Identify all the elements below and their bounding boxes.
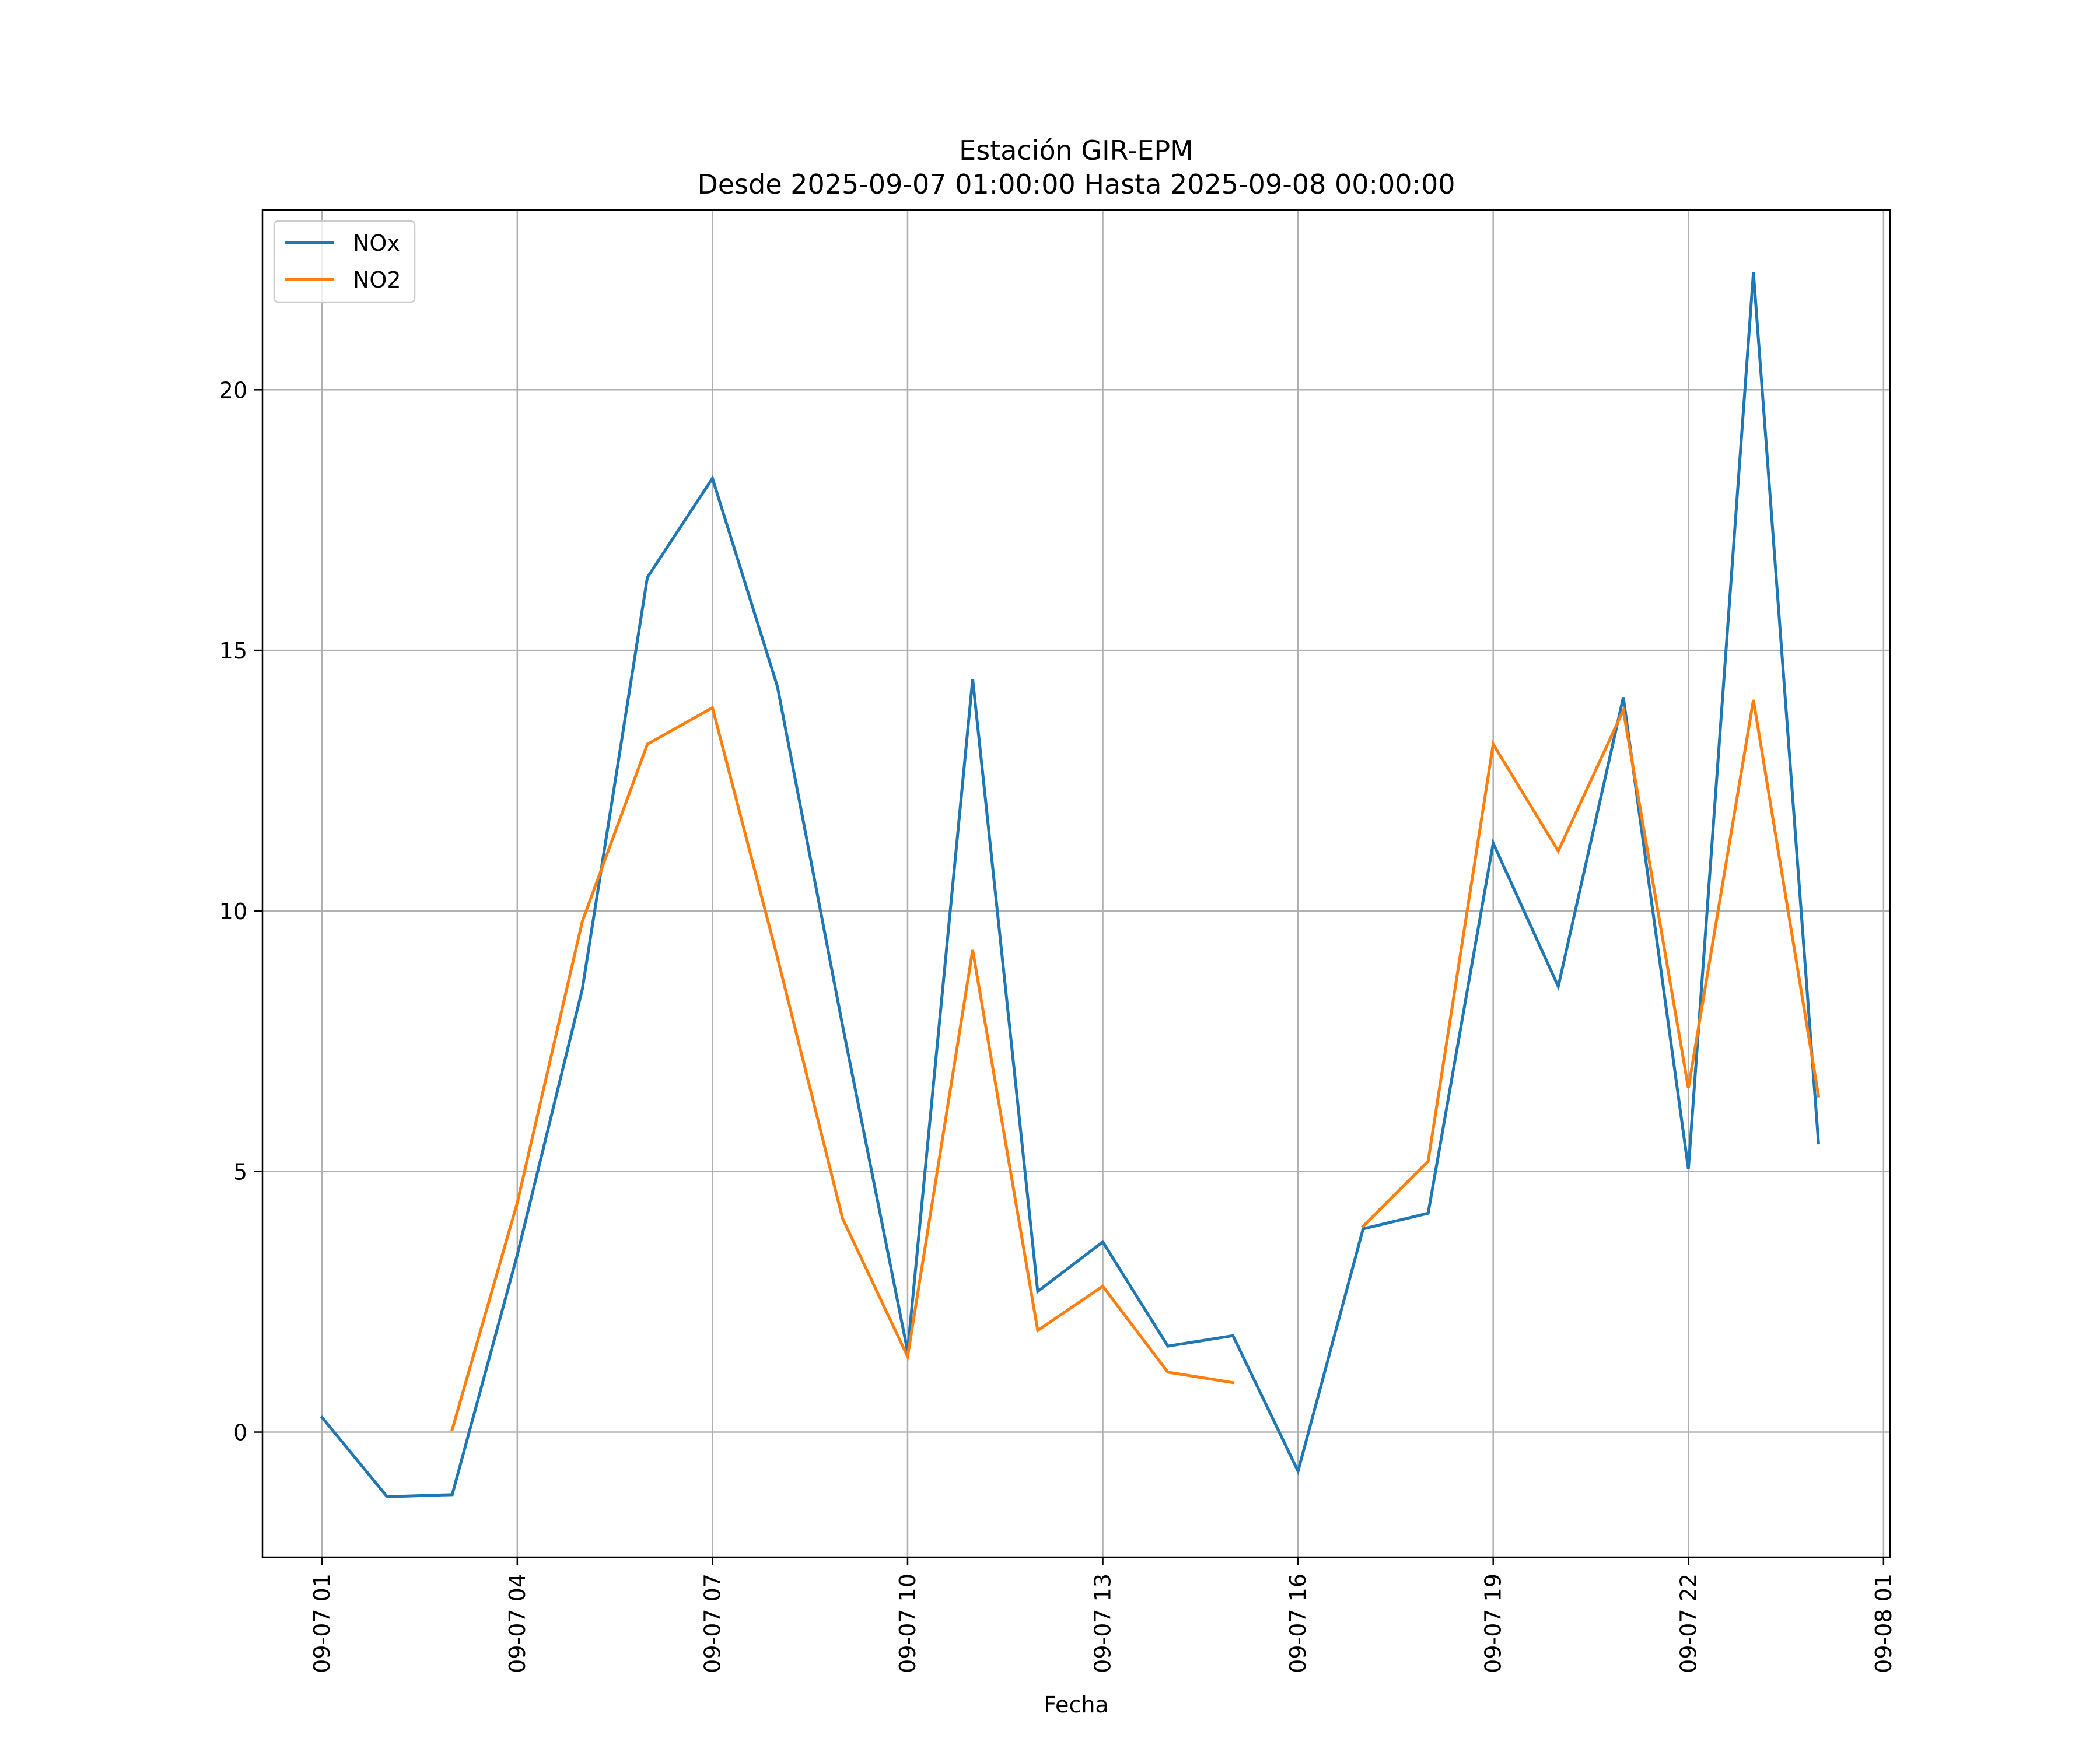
- y-tick-label: 15: [219, 638, 247, 664]
- plot-background: [262, 210, 1890, 1557]
- y-tick-label: 10: [219, 899, 247, 924]
- series-no2: [450, 699, 1821, 1432]
- series-line-no2: [1361, 699, 1821, 1229]
- series-line-no2: [450, 705, 1235, 1432]
- x-tick-label: 09-08 01: [1871, 1574, 1896, 1673]
- y-axis-ticks: 0 5 10 15 20: [219, 377, 262, 1446]
- x-tick-label: 09-07 22: [1675, 1574, 1701, 1673]
- chart-title: Estación GIR-EPM: [959, 135, 1194, 166]
- legend: NOx NO2: [273, 220, 416, 303]
- y-tick-label: 20: [219, 377, 247, 403]
- series-lines: [320, 272, 1821, 1498]
- x-tick-label: 09-07 04: [505, 1574, 530, 1673]
- chart-subtitle: Desde 2025-09-07 01:00:00 Hasta 2025-09-…: [697, 169, 1455, 200]
- x-tick-label: 09-07 07: [699, 1574, 725, 1673]
- legend-label-no2: NO2: [353, 267, 401, 293]
- y-tick-label: 0: [233, 1420, 247, 1446]
- series-nox: [320, 272, 1820, 1498]
- x-tick-label: 09-07 16: [1285, 1574, 1311, 1673]
- x-axis-ticks: 09-07 01 09-07 04 09-07 07 09-07 10 09-07 13…: [309, 1557, 1896, 1673]
- x-tick-label: 09-07 13: [1090, 1574, 1116, 1673]
- y-tick-label: 5: [233, 1159, 247, 1185]
- x-axis-label: Fecha: [1044, 1692, 1108, 1718]
- grid: [262, 210, 1890, 1557]
- legend-label-nox: NOx: [353, 230, 400, 256]
- x-tick-label: 09-07 10: [895, 1574, 921, 1673]
- x-tick-label: 09-07 01: [309, 1574, 335, 1673]
- plot-frame: [261, 209, 1891, 1558]
- series-line-nox: [320, 272, 1820, 1498]
- x-tick-label: 09-07 19: [1480, 1574, 1506, 1673]
